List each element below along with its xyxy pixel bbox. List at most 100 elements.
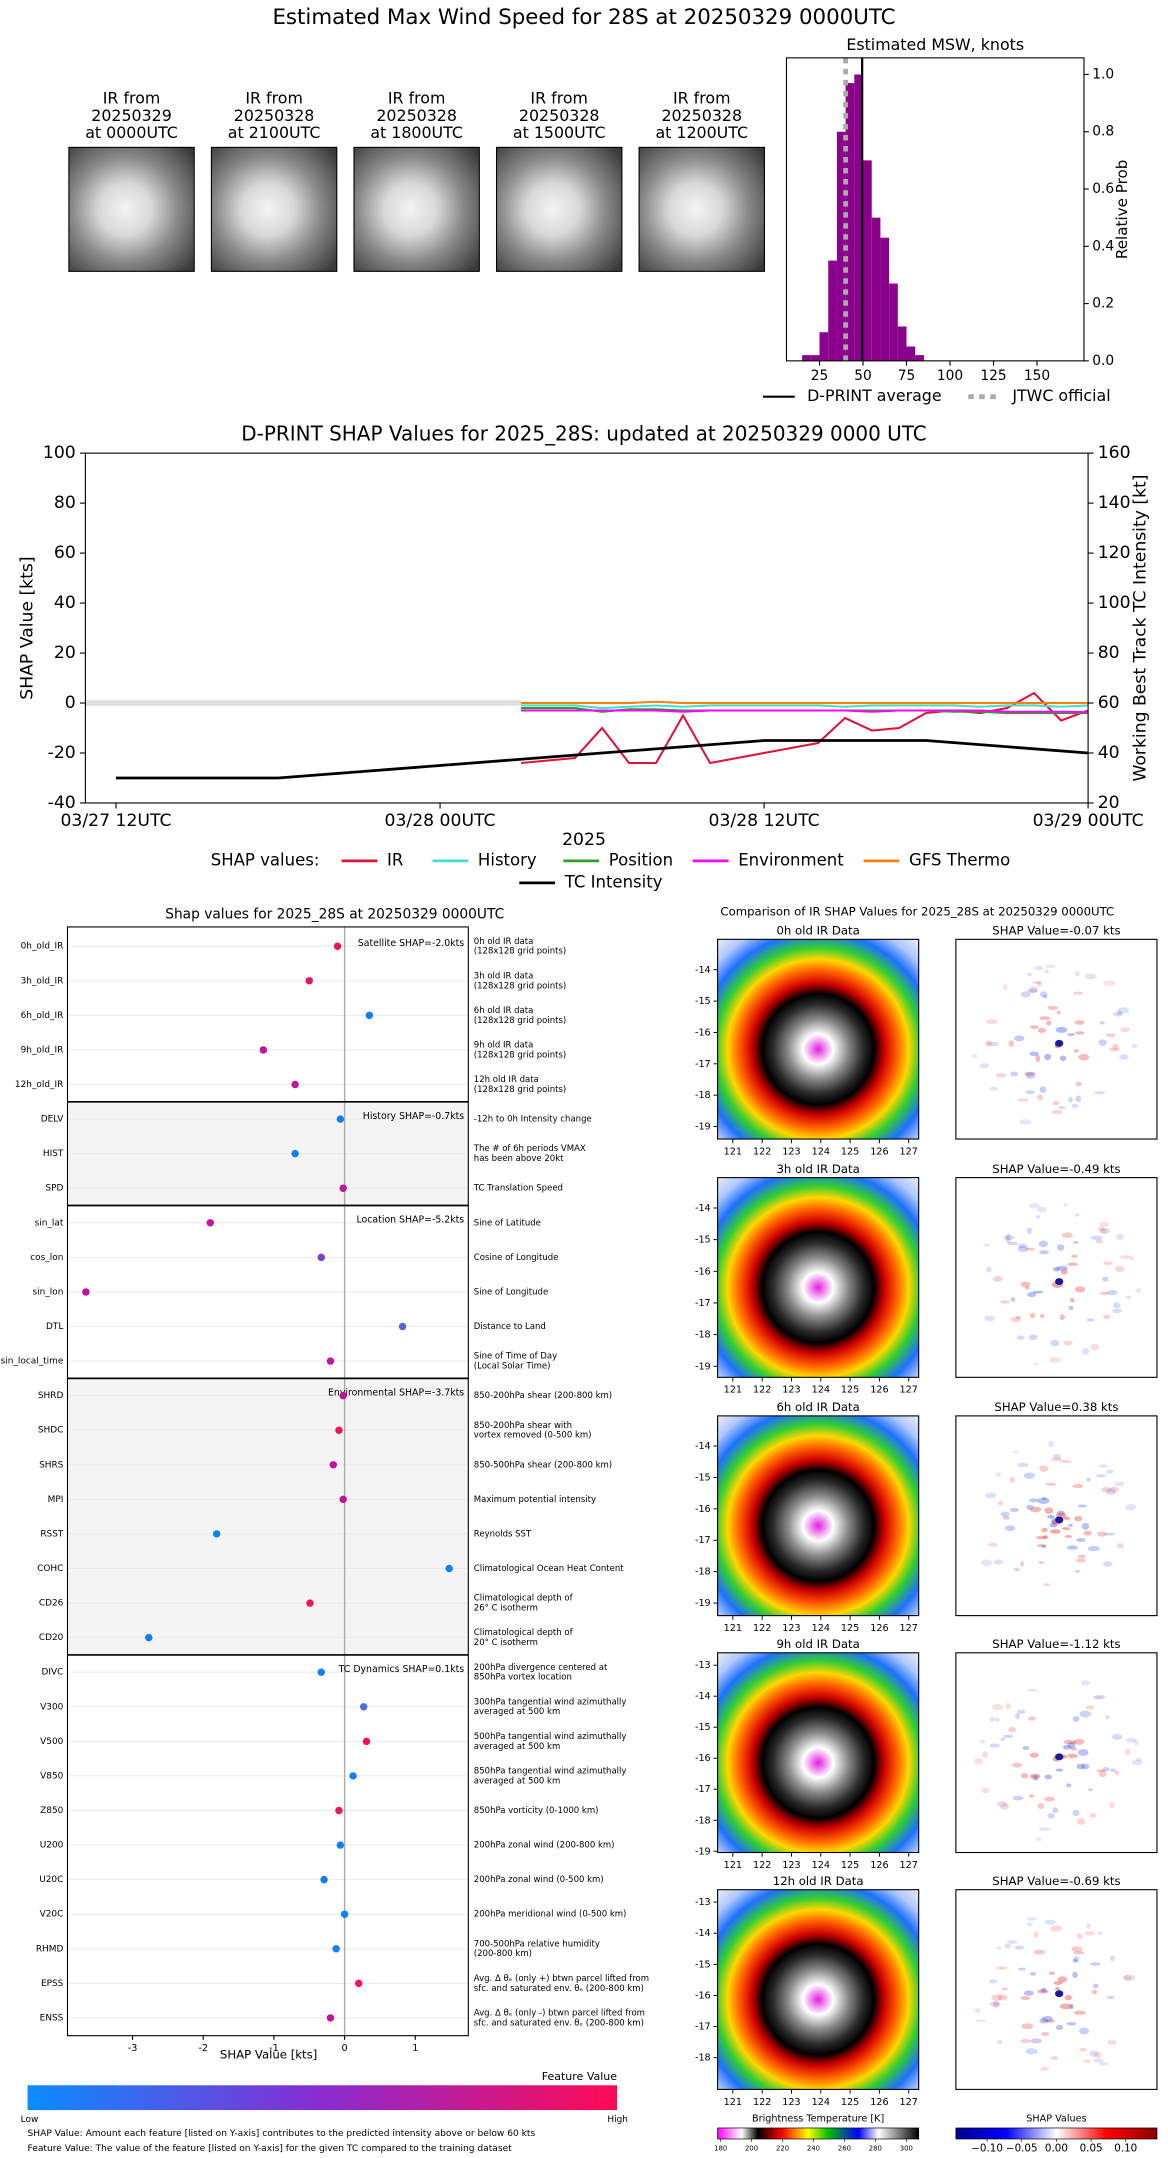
feature-name: SHRS <box>39 1460 64 1470</box>
x-tick-label: 123 <box>782 1623 800 1634</box>
y-tick-label: -18 <box>695 2053 711 2064</box>
shap-texture <box>1063 1516 1071 1521</box>
shap-texture <box>1089 1962 1101 1966</box>
y-tick-label: -15 <box>695 1472 711 1483</box>
shap-texture <box>1053 1267 1060 1272</box>
axes-frame <box>955 938 1158 1140</box>
shap-texture <box>1029 1025 1039 1029</box>
shap-texture <box>1021 2023 1034 2030</box>
shap-texture <box>1095 1474 1106 1478</box>
shap-texture <box>1106 1995 1115 1999</box>
histogram-bar <box>906 346 916 361</box>
legend-label: GFS Thermo <box>909 850 1010 869</box>
x-tick-label: 122 <box>753 2097 771 2108</box>
shap-texture <box>1042 1583 1051 1587</box>
x-tick-label: 124 <box>812 1385 830 1396</box>
shap-texture <box>1059 1055 1067 1061</box>
shap-texture <box>1025 1072 1036 1079</box>
shap-texture <box>1037 1206 1047 1213</box>
shap-texture <box>1117 1007 1130 1014</box>
shap-texture <box>1049 1925 1063 1932</box>
colorbar-tick-label: 0.05 <box>1080 2143 1103 2155</box>
shap-texture <box>1045 964 1056 969</box>
x-tick-label: 127 <box>900 1860 918 1871</box>
shap-texture <box>1057 1976 1068 1983</box>
shap-texture <box>1133 1740 1139 1746</box>
dot-title: Shap values for 2025_28S at 20250329 000… <box>165 907 504 923</box>
shap-texture <box>1017 1462 1029 1468</box>
feature-name: U20C <box>39 1875 63 1885</box>
shap-texture <box>1087 1545 1100 1552</box>
feature-name: 6h_old_IR <box>21 1011 64 1021</box>
shap-texture <box>1029 1752 1039 1758</box>
shap-texture <box>1125 1737 1137 1743</box>
shap-texture <box>1074 1738 1085 1745</box>
y-tick-label: -19 <box>695 1846 711 1857</box>
y-tick-label: -17 <box>695 1784 711 1795</box>
shap-texture <box>1049 1357 1061 1363</box>
shap-texture <box>1005 1236 1011 1244</box>
shap-dot <box>333 942 342 950</box>
shap-texture <box>1044 1919 1056 1925</box>
x-tick-label: 127 <box>900 2097 918 2108</box>
shap-texture <box>974 2008 981 2013</box>
shap-texture <box>1018 1243 1027 1249</box>
shap-dot <box>445 1564 453 1573</box>
shap-texture <box>1074 1569 1080 1573</box>
shap-texture <box>982 1751 988 1758</box>
ir-thumbnail <box>68 146 195 272</box>
shap-texture <box>1041 1544 1047 1549</box>
histogram-bar <box>871 217 881 361</box>
shap-texture <box>1029 1794 1035 1798</box>
shap-texture <box>1007 1241 1019 1246</box>
shap-texture <box>1010 1071 1019 1077</box>
histogram-bar <box>854 74 864 361</box>
feature-description: 200hPa divergence centered at <box>474 1663 608 1673</box>
shap-texture <box>1098 1039 1107 1047</box>
feature-name: DTL <box>46 1322 63 1332</box>
shap-texture <box>1036 1535 1048 1540</box>
shap-texture <box>1105 1714 1110 1720</box>
x-tick-label: 122 <box>753 1860 771 1871</box>
thumbnail-label: at 0000UTC <box>85 123 178 142</box>
shap-texture <box>1093 1091 1106 1095</box>
shap-texture <box>1122 1975 1133 1981</box>
shap-texture <box>1058 1106 1066 1110</box>
series-line <box>116 739 1089 780</box>
thumbnail-label: IR from <box>530 89 588 108</box>
shap-texture <box>1084 1931 1096 1936</box>
histogram-bar <box>836 131 846 361</box>
y-tick-label: 1.0 <box>1092 66 1114 82</box>
shap-texture <box>1012 1795 1024 1801</box>
axes-frame <box>785 57 1085 362</box>
shap-texture <box>1071 1103 1079 1109</box>
shap-texture <box>985 1266 992 1273</box>
shap-texture <box>1051 1110 1063 1115</box>
shap-texture <box>1002 1516 1011 1520</box>
x-tick-label: 124 <box>812 1146 830 1157</box>
shap-texture <box>1000 1803 1010 1810</box>
shap-map <box>955 1415 1157 1616</box>
shap-texture <box>1040 2066 1050 2072</box>
y2-axis-label: Working Best Track TC Intensity [kt] <box>1130 474 1150 781</box>
shap-texture <box>1022 1745 1030 1751</box>
shap-texture <box>1081 1522 1090 1530</box>
x-tick-label: 127 <box>900 1146 918 1157</box>
shap-texture <box>1057 1510 1065 1516</box>
feature-name: sin_lon <box>32 1287 63 1297</box>
shap-texture <box>1008 1727 1017 1733</box>
shap-texture <box>1016 1335 1025 1341</box>
feature-description: Climatological depth of <box>474 1594 574 1604</box>
shap-texture <box>1056 1265 1069 1271</box>
feature-name: DELV <box>41 1115 65 1125</box>
y-tick-label: -19 <box>695 1361 711 1372</box>
shap-texture <box>1046 1020 1052 1026</box>
shap-texture <box>1004 1943 1012 1949</box>
shap-center <box>1055 1516 1064 1524</box>
thumbnail-label: at 1200UTC <box>655 123 748 142</box>
x-tick-label: 123 <box>782 1146 800 1157</box>
shap-dot <box>339 1184 347 1192</box>
ir-image <box>717 1177 919 1378</box>
shap-texture <box>1020 991 1031 998</box>
shap-texture <box>1061 1527 1071 1531</box>
